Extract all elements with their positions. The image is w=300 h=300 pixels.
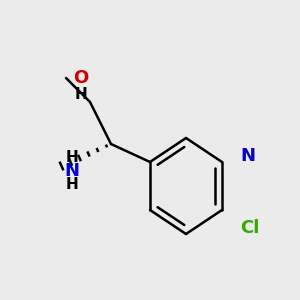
Text: H: H: [66, 150, 78, 165]
Text: H: H: [66, 177, 78, 192]
Text: Cl: Cl: [240, 219, 260, 237]
Text: N: N: [240, 147, 255, 165]
Text: O: O: [74, 69, 88, 87]
Text: N: N: [64, 162, 80, 180]
Text: H: H: [75, 87, 87, 102]
